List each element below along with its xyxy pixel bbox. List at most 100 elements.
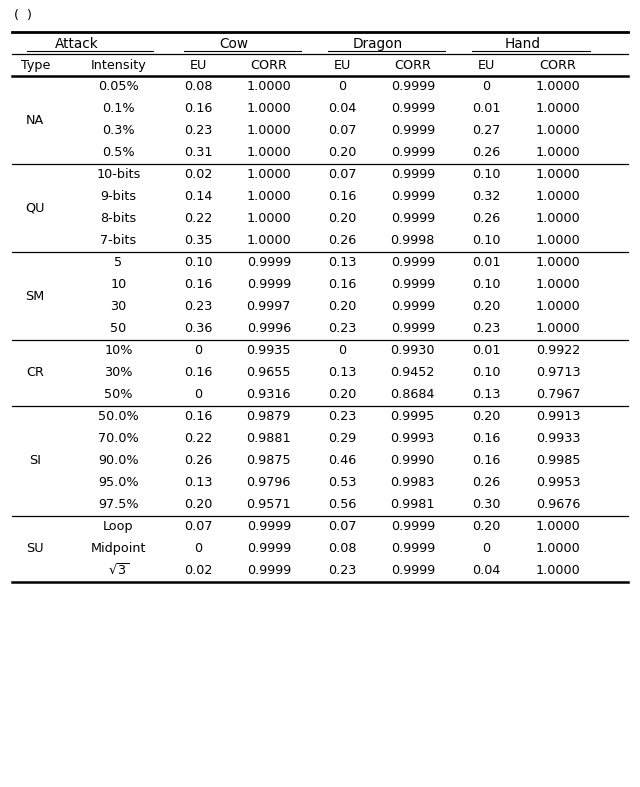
Text: 0.04: 0.04 <box>328 102 356 115</box>
Text: 0.9953: 0.9953 <box>536 476 580 489</box>
Text: 0.36: 0.36 <box>184 322 212 335</box>
Text: 0.9983: 0.9983 <box>390 476 435 489</box>
Text: 0.9316: 0.9316 <box>246 388 291 401</box>
Text: Intensity: Intensity <box>90 59 147 72</box>
Text: 0.9985: 0.9985 <box>536 454 580 467</box>
Text: 0.1%: 0.1% <box>102 102 134 115</box>
Text: 0.16: 0.16 <box>328 278 356 291</box>
Text: 1.0000: 1.0000 <box>536 564 580 577</box>
Text: 0.20: 0.20 <box>472 410 500 423</box>
Text: 0: 0 <box>483 542 490 555</box>
Text: 0.9933: 0.9933 <box>536 432 580 445</box>
Text: 0.16: 0.16 <box>184 410 212 423</box>
Text: 1.0000: 1.0000 <box>536 190 580 203</box>
Text: 8-bits: 8-bits <box>100 212 136 225</box>
Text: 0.9999: 0.9999 <box>390 146 435 159</box>
Text: 0.9999: 0.9999 <box>246 520 291 533</box>
Text: 0.26: 0.26 <box>184 454 212 467</box>
Text: 0.56: 0.56 <box>328 498 356 511</box>
Text: 0.9990: 0.9990 <box>390 454 435 467</box>
Text: 0.20: 0.20 <box>328 388 356 401</box>
Text: 0.26: 0.26 <box>472 212 500 225</box>
Text: 0.9999: 0.9999 <box>390 564 435 577</box>
Text: 0.23: 0.23 <box>184 300 212 313</box>
Text: 90.0%: 90.0% <box>98 454 139 467</box>
Text: 0.9999: 0.9999 <box>390 278 435 291</box>
Text: 0.9999: 0.9999 <box>390 256 435 269</box>
Text: 50%: 50% <box>104 388 132 401</box>
Text: 0.10: 0.10 <box>184 256 212 269</box>
Text: 0: 0 <box>195 388 202 401</box>
Text: 0: 0 <box>483 80 490 93</box>
Text: 0.22: 0.22 <box>184 212 212 225</box>
Text: 1.0000: 1.0000 <box>536 102 580 115</box>
Text: 0: 0 <box>339 80 346 93</box>
Text: Cow: Cow <box>219 37 248 51</box>
Text: 0.26: 0.26 <box>328 234 356 247</box>
Text: 0.9999: 0.9999 <box>390 124 435 137</box>
Text: 0.9995: 0.9995 <box>390 410 435 423</box>
Text: 0.07: 0.07 <box>328 124 356 137</box>
Text: (  ): ( ) <box>13 9 31 21</box>
Text: 0.9713: 0.9713 <box>536 366 580 379</box>
Text: 0.9993: 0.9993 <box>390 432 435 445</box>
Text: 0.23: 0.23 <box>328 564 356 577</box>
Text: 0.9913: 0.9913 <box>536 410 580 423</box>
Text: 0.9999: 0.9999 <box>390 212 435 225</box>
Text: 1.0000: 1.0000 <box>246 146 291 159</box>
Text: CORR: CORR <box>250 59 287 72</box>
Text: 0.3%: 0.3% <box>102 124 134 137</box>
Text: CORR: CORR <box>540 59 577 72</box>
Text: 50: 50 <box>110 322 127 335</box>
Text: 0.9996: 0.9996 <box>246 322 291 335</box>
Text: 1.0000: 1.0000 <box>536 146 580 159</box>
Text: 0.16: 0.16 <box>328 190 356 203</box>
Text: 5: 5 <box>115 256 122 269</box>
Text: 0.9997: 0.9997 <box>246 300 291 313</box>
Text: 1.0000: 1.0000 <box>246 168 291 181</box>
Text: 1.0000: 1.0000 <box>536 168 580 181</box>
Text: 0.20: 0.20 <box>472 520 500 533</box>
Text: QU: QU <box>26 201 45 215</box>
Text: 0.13: 0.13 <box>328 256 356 269</box>
Text: 70.0%: 70.0% <box>98 432 139 445</box>
Text: $\sqrt{3}$: $\sqrt{3}$ <box>108 563 129 578</box>
Text: 0: 0 <box>339 344 346 357</box>
Text: 0: 0 <box>195 344 202 357</box>
Text: 0.9922: 0.9922 <box>536 344 580 357</box>
Text: 0.07: 0.07 <box>328 168 356 181</box>
Text: 0.16: 0.16 <box>184 366 212 379</box>
Text: 0.07: 0.07 <box>184 520 212 533</box>
Text: SI: SI <box>29 455 41 467</box>
Text: 0.8684: 0.8684 <box>390 388 435 401</box>
Text: 0.9999: 0.9999 <box>390 300 435 313</box>
Text: 0.16: 0.16 <box>184 278 212 291</box>
Text: 1.0000: 1.0000 <box>246 102 291 115</box>
Text: 0.10: 0.10 <box>472 366 500 379</box>
Text: 0.9999: 0.9999 <box>246 564 291 577</box>
Text: 0.9999: 0.9999 <box>390 190 435 203</box>
Text: 0.02: 0.02 <box>184 564 212 577</box>
Text: 0.14: 0.14 <box>184 190 212 203</box>
Text: 0.9999: 0.9999 <box>390 168 435 181</box>
Text: 0.9875: 0.9875 <box>246 454 291 467</box>
Text: 1.0000: 1.0000 <box>246 234 291 247</box>
Text: 0.7967: 0.7967 <box>536 388 580 401</box>
Text: Type: Type <box>20 59 50 72</box>
Text: Attack: Attack <box>55 37 99 51</box>
Text: 0.16: 0.16 <box>184 102 212 115</box>
Text: 0.35: 0.35 <box>184 234 212 247</box>
Text: 0.26: 0.26 <box>472 476 500 489</box>
Text: 0.20: 0.20 <box>184 498 212 511</box>
Text: 97.5%: 97.5% <box>98 498 139 511</box>
Text: 10-bits: 10-bits <box>96 168 141 181</box>
Text: 0.10: 0.10 <box>472 234 500 247</box>
Text: 1.0000: 1.0000 <box>536 256 580 269</box>
Text: Midpoint: Midpoint <box>91 542 146 555</box>
Text: 0.01: 0.01 <box>472 344 500 357</box>
Text: 0.23: 0.23 <box>184 124 212 137</box>
Text: 9-bits: 9-bits <box>100 190 136 203</box>
Text: Dragon: Dragon <box>353 37 403 51</box>
Text: 1.0000: 1.0000 <box>536 124 580 137</box>
Text: 0.04: 0.04 <box>472 564 500 577</box>
